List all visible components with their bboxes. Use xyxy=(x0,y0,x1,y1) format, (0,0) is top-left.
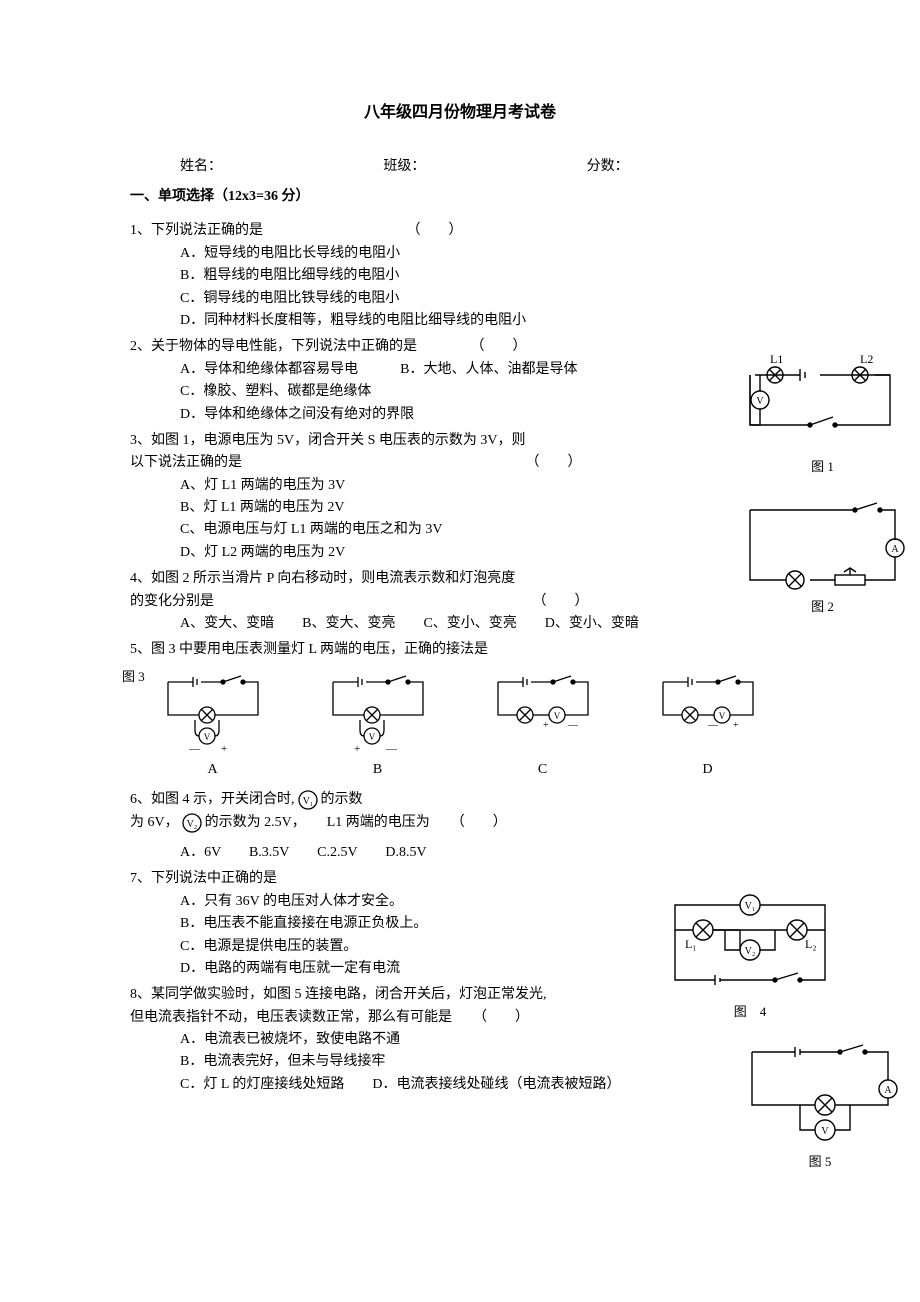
q1-stem: 1、下列说法正确的是 xyxy=(130,223,263,238)
q3-opt-d: D、灯 L2 两端的电压为 2V xyxy=(130,542,790,564)
question-5: 5、图 3 中要用电压表测量灯 L 两端的电压，正确的接法是 图 3 V xyxy=(130,639,790,781)
q1-paren: （ ） xyxy=(407,223,463,238)
q5-diagram-c: V + — C xyxy=(483,670,603,781)
q8-stem1: 8、某同学做实验时，如图 5 连接电路，闭合开关后，灯泡正常发光, xyxy=(130,984,790,1006)
v1-icon: V₁ xyxy=(297,789,319,811)
q5-label-a: A xyxy=(153,759,273,781)
q7-opt-d: D．电路的两端有电压就一定有电流 xyxy=(130,958,790,980)
q2-opt-d: D．导体和绝缘体之间没有绝对的界限 xyxy=(130,404,790,426)
question-8: 8、某同学做实验时，如图 5 连接电路，闭合开关后，灯泡正常发光, 但电流表指针… xyxy=(130,984,790,1096)
q2-opt-ab: A．导体和绝缘体都容易导电 B．大地、人体、油都是导体 xyxy=(130,359,790,381)
svg-text:—: — xyxy=(707,720,719,731)
svg-text:+: + xyxy=(221,743,227,755)
svg-text:V: V xyxy=(368,732,375,742)
q3-opt-a: A、灯 L1 两端的电压为 3V xyxy=(130,475,790,497)
q4-stem2: 的变化分别是 xyxy=(130,594,214,609)
q1-opt-d: D．同种材料长度相等，粗导线的电阻比细导线的电阻小 xyxy=(130,310,790,332)
fig5-caption: 图 5 xyxy=(740,1152,900,1173)
svg-text:V: V xyxy=(553,711,560,721)
q8-opt-b: B．电流表完好，但未与导线接牢 xyxy=(130,1051,790,1073)
question-6: 6、如图 4 示，开关闭合时, V₁ 的示数 为 6V， V₂ 的示数为 2.5… xyxy=(130,789,790,864)
svg-text:A: A xyxy=(884,1085,892,1096)
svg-text:V: V xyxy=(821,1126,829,1137)
q7-opt-a: A．只有 36V 的电压对人体才安全。 xyxy=(130,891,790,913)
section-1-heading: 一、单项选择（12x3=36 分） xyxy=(130,186,790,208)
q6-pre1: 6、如图 4 示，开关闭合时, xyxy=(130,789,295,811)
svg-text:—: — xyxy=(188,743,201,755)
q4-opts: A、变大、变暗 B、变大、变亮 C、变小、变亮 D、变小、变暗 xyxy=(130,613,790,635)
q2-stem: 2、关于物体的导电性能，下列说法中正确的是 xyxy=(130,339,417,354)
q8-opt-a: A．电流表已被烧坏，致使电路不通 xyxy=(130,1029,790,1051)
svg-text:L2: L2 xyxy=(860,355,873,366)
question-2: 2、关于物体的导电性能，下列说法中正确的是 （ ） A．导体和绝缘体都容易导电 … xyxy=(130,336,790,426)
question-7: 7、下列说法中正确的是 A．只有 36V 的电压对人体才安全。 B．电压表不能直… xyxy=(130,868,790,980)
q5-diagram-b: V + — B xyxy=(318,670,438,781)
score-label: 分数： xyxy=(587,156,790,178)
fig3-caption: 图 3 xyxy=(122,667,145,688)
q3-stem1: 3、如图 1，电源电压为 5V，闭合开关 S 电压表的示数为 3V，则 xyxy=(130,430,790,452)
svg-text:L₂: L₂ xyxy=(805,937,817,951)
q3-opt-c: C、电源电压与灯 L1 两端的电压之和为 3V xyxy=(130,519,790,541)
q8-opt-cd: C．灯 L 的灯座接线处短路 D．电流表接线处碰线（电流表被短路） xyxy=(130,1074,790,1096)
q5-diagram-d: V — + D xyxy=(648,670,768,781)
q6-opts: A．6V B.3.5V C.2.5V D.8.5V xyxy=(130,842,790,864)
q1-opt-a: A．短导线的电阻比长导线的电阻小 xyxy=(130,243,790,265)
svg-text:+: + xyxy=(543,720,549,731)
svg-text:V: V xyxy=(203,732,210,742)
q3-opt-b: B、灯 L1 两端的电压为 2V xyxy=(130,497,790,519)
q3-stem2: 以下说法正确的是 xyxy=(130,455,242,470)
q1-opt-c: C．铜导线的电阻比铁导线的电阻小 xyxy=(130,288,790,310)
svg-text:A: A xyxy=(891,544,899,555)
q5-label-c: C xyxy=(483,759,603,781)
q5-label-b: B xyxy=(318,759,438,781)
q5-stem: 5、图 3 中要用电压表测量灯 L 两端的电压，正确的接法是 xyxy=(130,639,790,661)
q2-opt-c: C．橡胶、塑料、碳都是绝缘体 xyxy=(130,381,790,403)
q7-opt-b: B．电压表不能直接接在电源正负极上。 xyxy=(130,913,790,935)
svg-text:V₁: V₁ xyxy=(302,796,313,807)
question-3: 3、如图 1，电源电压为 5V，闭合开关 S 电压表的示数为 3V，则 以下说法… xyxy=(130,430,790,564)
q2-paren: （ ） xyxy=(471,339,527,354)
q5-diagrams: V — + A xyxy=(130,670,790,781)
q8-stem2: 但电流表指针不动，电压表读数正常，那么有可能是 （ ） xyxy=(130,1007,790,1029)
svg-text:V₂: V₂ xyxy=(186,819,197,830)
exam-title: 八年级四月份物理月考试卷 xyxy=(130,100,790,126)
q4-paren: （ ） xyxy=(533,594,589,609)
q3-paren: （ ） xyxy=(526,455,582,470)
q5-label-d: D xyxy=(648,759,768,781)
question-4: 4、如图 2 所示当滑片 P 向右移动时，则电流表示数和灯泡亮度 的变化分别是 … xyxy=(130,568,790,635)
q6-post2: 的示数为 2.5V， L1 两端的电压为 （ ） xyxy=(205,812,507,834)
class-label: 班级： xyxy=(383,156,586,178)
svg-text:—: — xyxy=(567,720,579,731)
q7-opt-c: C．电源是提供电压的装置。 xyxy=(130,936,790,958)
svg-text:—: — xyxy=(385,743,398,755)
q6-pre2: 为 6V， xyxy=(130,812,179,834)
svg-text:+: + xyxy=(354,743,360,755)
name-label: 姓名： xyxy=(180,156,383,178)
svg-text:V: V xyxy=(718,711,725,721)
q4-stem1: 4、如图 2 所示当滑片 P 向右移动时，则电流表示数和灯泡亮度 xyxy=(130,568,790,590)
q7-stem: 7、下列说法中正确的是 xyxy=(130,868,790,890)
v2-icon: V₂ xyxy=(181,812,203,834)
svg-text:+: + xyxy=(733,720,739,731)
q1-opt-b: B．粗导线的电阻比细导线的电阻小 xyxy=(130,265,790,287)
header-row: 姓名： 班级： 分数： xyxy=(130,156,790,178)
question-1: 1、下列说法正确的是 （ ） A．短导线的电阻比长导线的电阻小 B．粗导线的电阻… xyxy=(130,220,790,332)
q5-diagram-a: V — + A xyxy=(153,670,273,781)
q6-post1: 的示数 xyxy=(321,789,363,811)
